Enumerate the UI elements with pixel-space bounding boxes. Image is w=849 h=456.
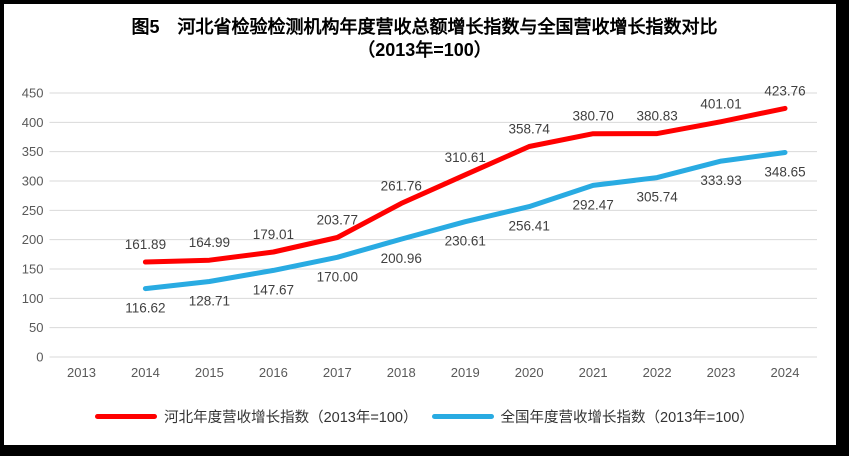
data-label-series0: 179.01 (253, 227, 294, 242)
x-tick-label: 2017 (323, 365, 352, 380)
data-label-series1: 116.62 (125, 301, 165, 316)
data-label-series0: 161.89 (125, 237, 166, 252)
data-label-series1: 128.71 (189, 293, 230, 308)
y-tick-label: 100 (22, 291, 44, 306)
data-label-series0: 261.76 (381, 178, 422, 193)
data-label-series0: 164.99 (189, 235, 230, 250)
x-tick-label: 2023 (707, 365, 736, 380)
x-tick-label: 2013 (67, 365, 96, 380)
legend-label-hebei: 河北年度营收增长指数（2013年=100） (164, 410, 418, 426)
data-label-series1: 292.47 (572, 197, 613, 212)
y-tick-label: 200 (22, 232, 44, 247)
y-tick-label: 450 (22, 86, 44, 101)
legend-item-national: 全国年度营收增长指数（2013年=100） (431, 406, 754, 427)
data-label-series0: 423.76 (764, 83, 805, 98)
x-tick-label: 2024 (771, 365, 800, 380)
data-label-series0: 380.70 (572, 109, 613, 124)
data-label-series1: 305.74 (636, 190, 678, 205)
legend-swatch-hebei (95, 414, 158, 419)
data-label-series0: 401.01 (700, 97, 741, 112)
chart-title-line2: （2013年=100） (357, 40, 492, 60)
chart-legend: 河北年度营收增长指数（2013年=100） 全国年度营收增长指数（2013年=1… (0, 406, 849, 427)
y-tick-label: 300 (22, 174, 44, 189)
x-tick-label: 2022 (643, 365, 672, 380)
series-line-0 (142, 105, 788, 265)
data-label-series0: 203.77 (317, 212, 358, 227)
y-tick-label: 400 (22, 115, 44, 130)
y-tick-label: 150 (22, 262, 44, 277)
y-tick-label: 250 (22, 203, 44, 218)
x-tick-label: 2020 (515, 365, 544, 380)
data-label-series1: 348.65 (764, 164, 805, 179)
data-label-series1: 200.96 (381, 251, 422, 266)
legend-item-hebei: 河北年度营收增长指数（2013年=100） (95, 406, 418, 427)
data-label-series1: 170.00 (317, 269, 358, 284)
data-label-series1: 256.41 (509, 219, 550, 234)
x-tick-label: 2019 (451, 365, 480, 380)
data-label-series0: 310.61 (445, 150, 486, 165)
x-tick-label: 2018 (387, 365, 416, 380)
chart-title-line1: 图5 河北省检验检测机构年度营收总额增长指数与全国营收增长指数对比 (131, 17, 718, 37)
data-label-series1: 230.61 (445, 234, 486, 249)
legend-swatch-national (431, 414, 494, 419)
y-tick-label: 50 (29, 320, 43, 335)
x-tick-label: 2016 (259, 365, 288, 380)
x-tick-label: 2014 (131, 365, 160, 380)
x-tick-label: 2015 (195, 365, 224, 380)
data-label-series0: 358.74 (509, 122, 551, 137)
data-label-series1: 333.93 (700, 173, 741, 188)
series-line-1 (142, 150, 788, 292)
y-tick-label: 350 (22, 144, 44, 159)
x-tick-label: 2021 (579, 365, 608, 380)
chart-title: 图5 河北省检验检测机构年度营收总额增长指数与全国营收增长指数对比 （2013年… (0, 16, 849, 62)
legend-label-national: 全国年度营收增长指数（2013年=100） (500, 410, 754, 426)
y-tick-label: 0 (36, 350, 43, 365)
data-label-series0: 380.83 (636, 109, 677, 124)
data-label-series1: 147.67 (253, 282, 294, 297)
